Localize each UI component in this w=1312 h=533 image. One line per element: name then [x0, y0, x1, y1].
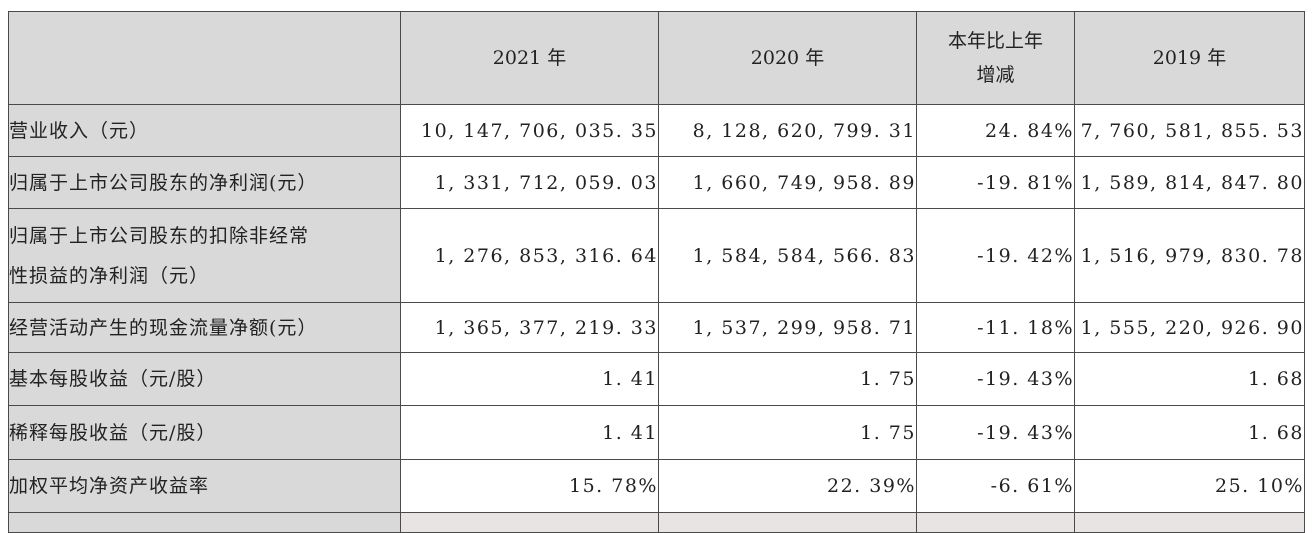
cell-2019: 25. 10%: [1074, 459, 1305, 513]
table-header-row: 2021 年 2020 年 本年比上年 增减 2019 年: [8, 11, 1305, 105]
header-2021: 2021 年: [400, 11, 659, 105]
table-row-net-profit-excl-nonrecurring: 归属于上市公司股东的扣除非经常 性损益的净利润（元） 1, 276, 853, …: [8, 208, 1305, 303]
header-2020: 2020 年: [658, 11, 917, 105]
row-label: 归属于上市公司股东的净利润(元）: [8, 156, 401, 209]
header-yoy-line2: 增减: [976, 64, 1015, 86]
cell-2020: 8, 128, 620, 799. 31: [658, 104, 917, 157]
table-row-truncated: [8, 512, 1305, 533]
header-yoy-change: 本年比上年 增减: [916, 11, 1075, 105]
cell-yoy: -19. 42%: [916, 208, 1075, 303]
table-row-basic-eps: 基本每股收益（元/股） 1. 41 1. 75 -19. 43% 1. 68: [8, 352, 1305, 406]
cell-2021: 1, 331, 712, 059. 03: [400, 156, 659, 209]
cell-2020: 22. 39%: [658, 459, 917, 513]
row-label: 加权平均净资产收益率: [8, 459, 401, 513]
table-row-net-profit: 归属于上市公司股东的净利润(元） 1, 331, 712, 059. 03 1,…: [8, 156, 1305, 209]
row-label-line2: 性损益的净利润（元）: [9, 264, 210, 287]
row-label: 经营活动产生的现金流量净额(元）: [8, 302, 401, 353]
cell-2019: 1, 555, 220, 926. 90: [1074, 302, 1305, 353]
cell-2021: 15. 78%: [400, 459, 659, 513]
cell-2021: 1. 41: [400, 405, 659, 460]
cell-2020: 1, 537, 299, 958. 71: [658, 302, 917, 353]
table-row-operating-revenue: 营业收入（元） 10, 147, 706, 035. 35 8, 128, 62…: [8, 104, 1305, 157]
cell-2021: 1, 276, 853, 316. 64: [400, 208, 659, 303]
cell-2019: 1, 516, 979, 830. 78: [1074, 208, 1305, 303]
table-row-diluted-eps: 稀释每股收益（元/股） 1. 41 1. 75 -19. 43% 1. 68: [8, 405, 1305, 460]
header-corner-cell: [8, 11, 401, 105]
cell-2019: 1. 68: [1074, 405, 1305, 460]
row-label: 稀释每股收益（元/股）: [8, 405, 401, 460]
cell-2020: 1. 75: [658, 405, 917, 460]
cell-yoy: -19. 81%: [916, 156, 1075, 209]
cell-truncated: [658, 512, 917, 533]
cell-yoy: -6. 61%: [916, 459, 1075, 513]
cell-truncated: [400, 512, 659, 533]
cell-2019: 1, 589, 814, 847. 80: [1074, 156, 1305, 209]
cell-yoy: -19. 43%: [916, 405, 1075, 460]
cell-yoy: 24. 84%: [916, 104, 1075, 157]
cell-truncated: [916, 512, 1075, 533]
cell-2019: 7, 760, 581, 855. 53: [1074, 104, 1305, 157]
table-row-operating-cash-flow: 经营活动产生的现金流量净额(元） 1, 365, 377, 219. 33 1,…: [8, 302, 1305, 353]
header-2019: 2019 年: [1074, 11, 1305, 105]
row-label: 归属于上市公司股东的扣除非经常 性损益的净利润（元）: [8, 208, 401, 303]
financial-summary-table: 2021 年 2020 年 本年比上年 增减 2019 年 营业收入（元） 10…: [8, 11, 1305, 533]
table-row-roe: 加权平均净资产收益率 15. 78% 22. 39% -6. 61% 25. 1…: [8, 459, 1305, 513]
cell-2021: 1. 41: [400, 352, 659, 406]
header-yoy-line1: 本年比上年: [947, 30, 1043, 52]
cell-2021: 10, 147, 706, 035. 35: [400, 104, 659, 157]
row-label: 基本每股收益（元/股）: [8, 352, 401, 406]
cell-2020: 1, 660, 749, 958. 89: [658, 156, 917, 209]
row-label: 营业收入（元）: [8, 104, 401, 157]
row-label-line1: 归属于上市公司股东的扣除非经常: [9, 224, 310, 247]
cell-2020: 1, 584, 584, 566. 83: [658, 208, 917, 303]
cell-yoy: -19. 43%: [916, 352, 1075, 406]
cell-truncated: [1074, 512, 1305, 533]
cell-2021: 1, 365, 377, 219. 33: [400, 302, 659, 353]
row-label-truncated: [8, 512, 401, 533]
cell-2019: 1. 68: [1074, 352, 1305, 406]
cell-2020: 1. 75: [658, 352, 917, 406]
cell-yoy: -11. 18%: [916, 302, 1075, 353]
